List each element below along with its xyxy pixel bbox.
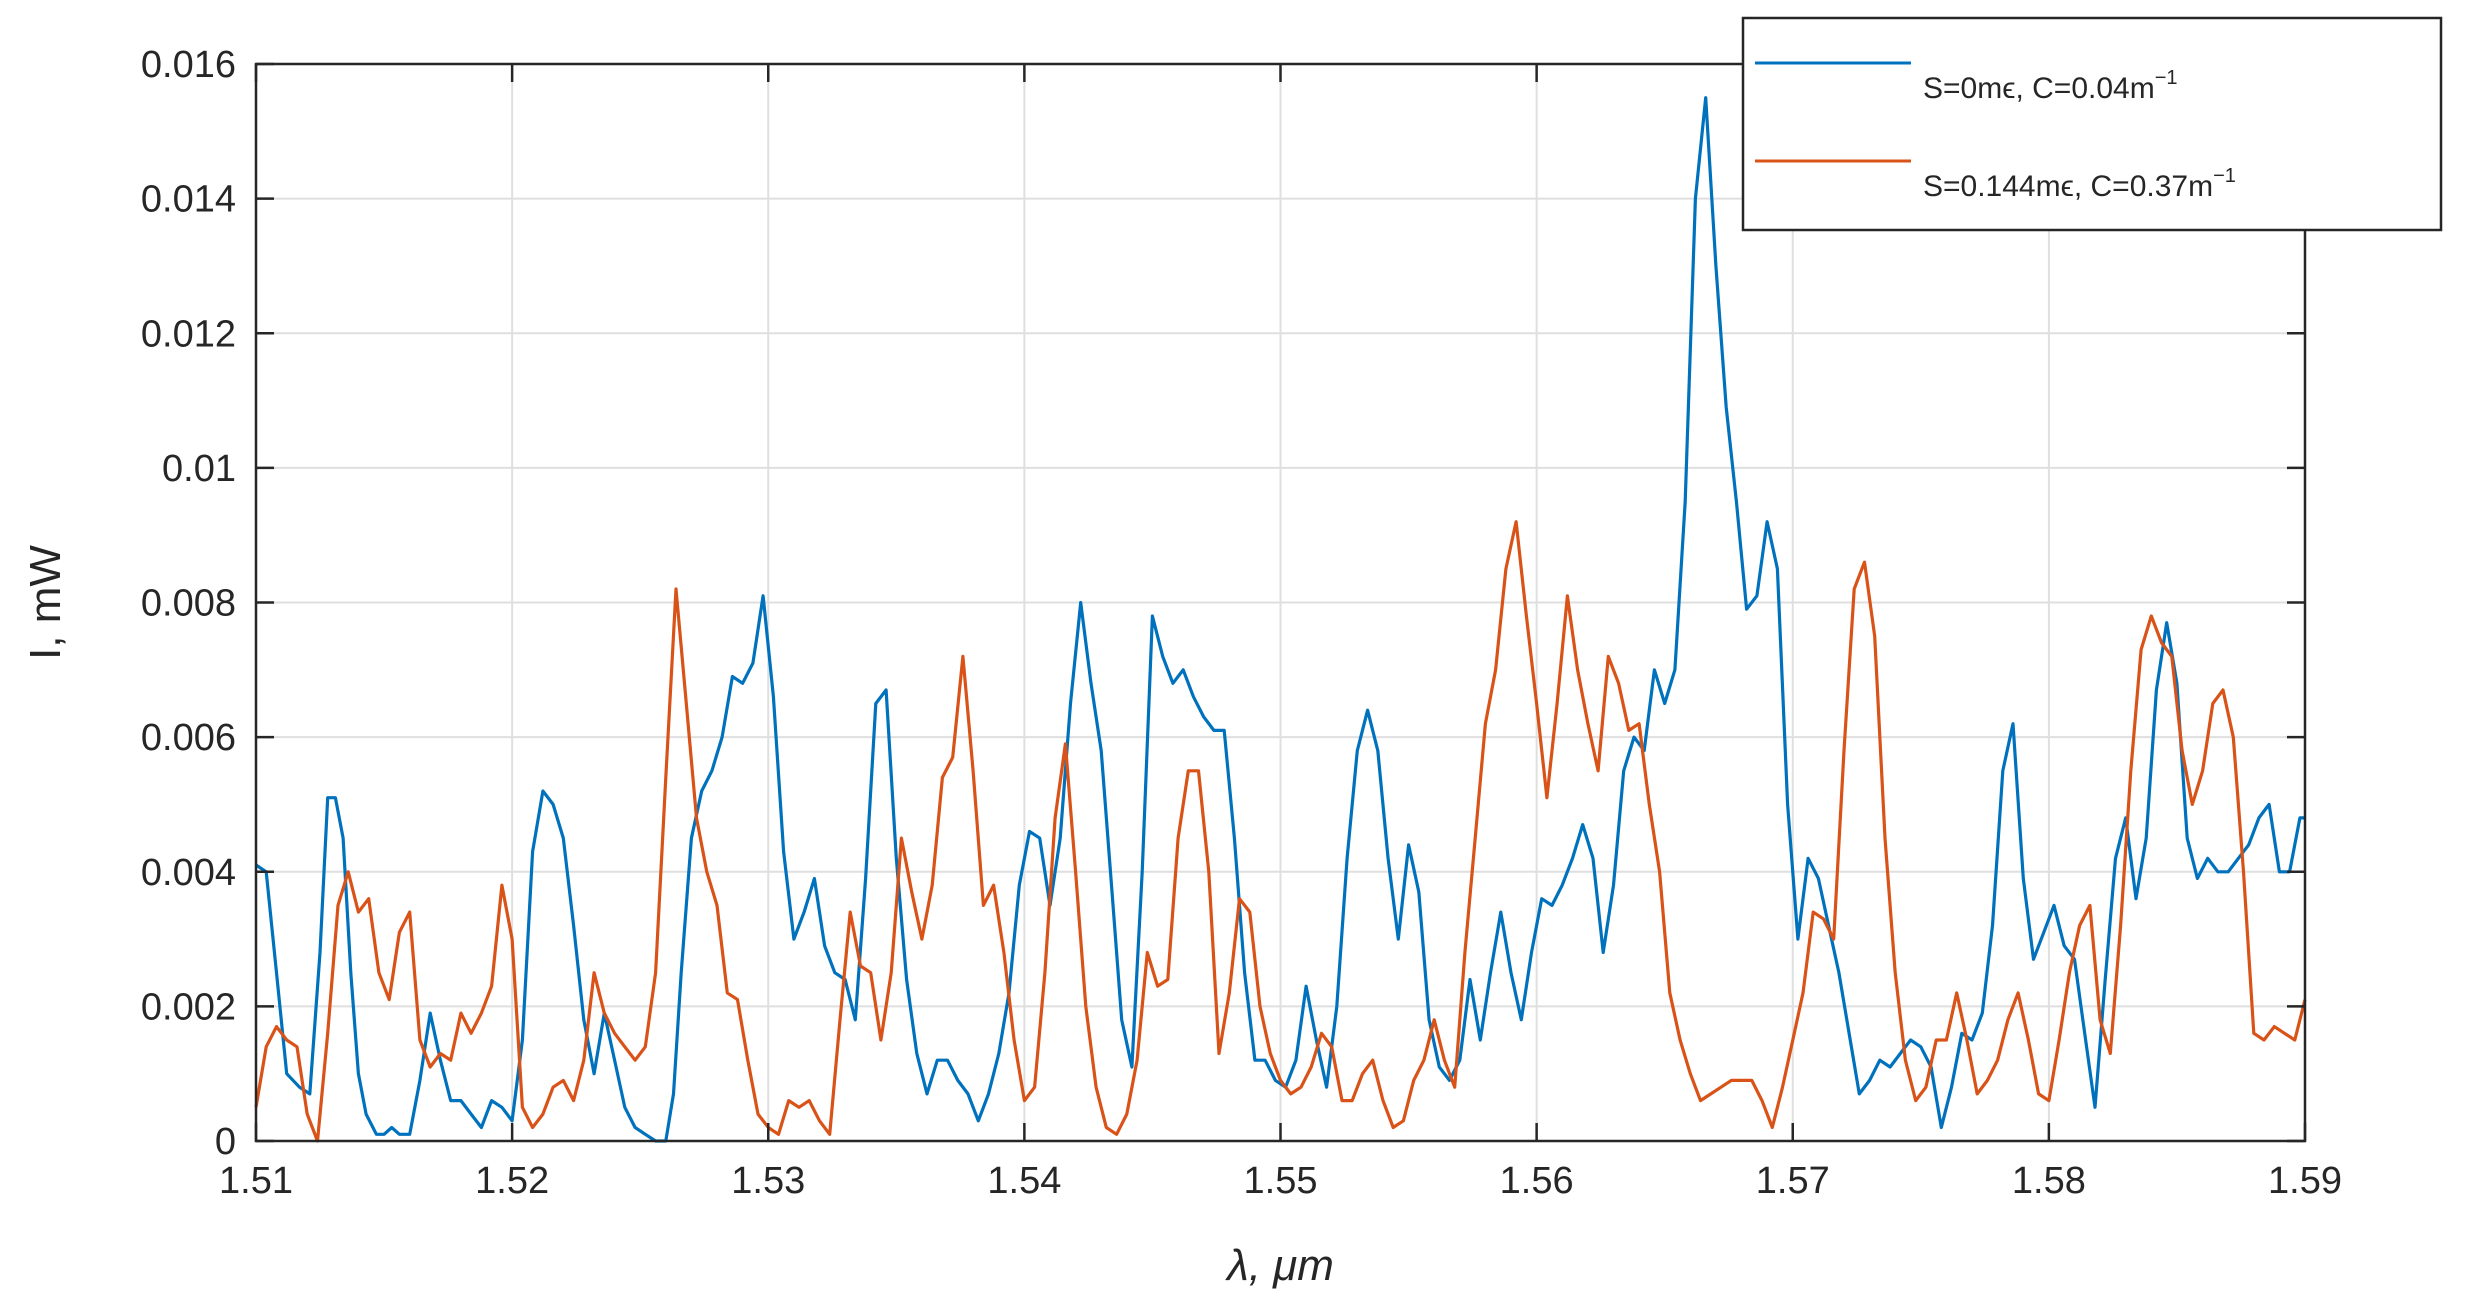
y-tick-label: 0.008 <box>141 583 236 625</box>
tick-labels: 1.51 1.52 1.53 1.54 1.55 1.56 1.57 1.58 1.59 0 0.0… <box>141 44 2342 1202</box>
series-line-1 <box>255 96 2305 1143</box>
legend-label-series-2: S=0.144mϵ, C=0.37m−1 <box>1923 165 2236 203</box>
y-tick-label: 0.014 <box>141 179 236 221</box>
y-tick-label: 0.006 <box>141 717 236 759</box>
y-tick-label: 0.012 <box>141 313 236 355</box>
y-tick-label: 0.01 <box>162 448 236 490</box>
series-layer <box>254 96 2307 1143</box>
x-tick-label: 1.52 <box>475 1160 549 1202</box>
x-tick-label: 1.55 <box>1244 1160 1318 1202</box>
x-tick-label: 1.57 <box>1756 1160 1830 1202</box>
x-tick-label: 1.54 <box>987 1160 1061 1202</box>
x-tick-label: 1.51 <box>219 1160 293 1202</box>
y-tick-label: 0.002 <box>141 986 236 1028</box>
legend-label-series-1: S=0mϵ, C=0.04m−1 <box>1923 67 2178 105</box>
x-tick-label: 1.56 <box>1500 1160 1574 1202</box>
legend: S=0mϵ, C=0.04m−1 S=0.144mϵ, C=0.37m−1 <box>1741 16 2443 232</box>
y-axis-label: I, mW <box>21 545 70 660</box>
x-axis-label: λ, μm <box>1225 1241 1334 1290</box>
legend-box <box>1741 16 2443 232</box>
y-tick-label: 0.016 <box>141 44 236 86</box>
x-tick-label: 1.53 <box>731 1160 805 1202</box>
series-line-2 <box>254 520 2307 1143</box>
y-tick-label: 0 <box>215 1121 236 1163</box>
x-tick-label: 1.59 <box>2268 1160 2342 1202</box>
x-tick-label: 1.58 <box>2012 1160 2086 1202</box>
y-tick-label: 0.004 <box>141 852 236 894</box>
